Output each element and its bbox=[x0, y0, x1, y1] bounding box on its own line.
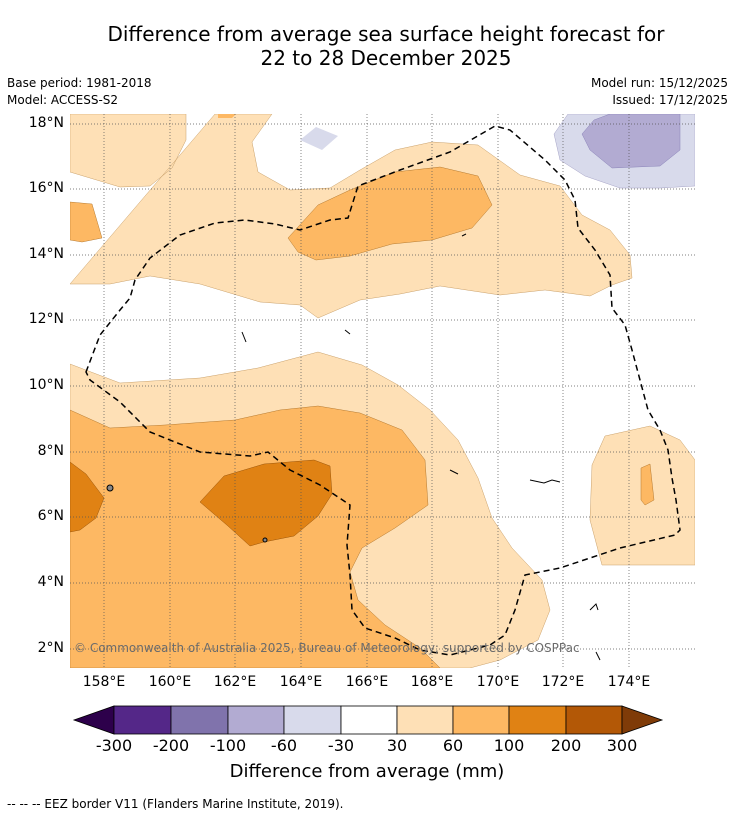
lat-tick-18n: 18°N bbox=[28, 115, 64, 131]
anomaly-100-200-west bbox=[70, 461, 105, 533]
colorbar-label-5: -30 bbox=[327, 736, 355, 755]
colorbar-extend-high bbox=[621, 705, 664, 735]
eez-border bbox=[85, 125, 681, 656]
colorbar-bin-2 bbox=[170, 705, 229, 735]
lat-tick-10n: 10°N bbox=[28, 377, 64, 393]
colorbar-label-10: 300 bbox=[606, 736, 638, 755]
meta-left: Base period: 1981-2018 Model: ACCESS-S2 bbox=[7, 75, 152, 109]
anomaly-60-100-west-north bbox=[70, 201, 103, 243]
meta-right: Model run: 15/12/2025 Issued: 17/12/2025 bbox=[591, 75, 728, 109]
lat-tick-4n: 4°N bbox=[37, 574, 64, 590]
colorbar-bin-8 bbox=[508, 705, 567, 735]
lon-tick-168e: 168°E bbox=[410, 674, 454, 690]
colorbar-label-7: 60 bbox=[442, 736, 464, 755]
gridlines bbox=[70, 114, 695, 668]
colorbar-bin-5 bbox=[340, 705, 398, 735]
anomaly-neg-60-100-northeast bbox=[581, 114, 681, 169]
colorbar-label-1: -300 bbox=[95, 736, 133, 755]
colorbar-bin-3 bbox=[227, 705, 285, 735]
lon-tick-162e: 162°E bbox=[213, 674, 257, 690]
colorbar-bin-7 bbox=[452, 705, 510, 735]
lat-tick-2n: 2°N bbox=[37, 640, 64, 656]
colorbar bbox=[72, 705, 664, 735]
issued-date: Issued: 17/12/2025 bbox=[612, 93, 728, 107]
colorbar-label-8: 100 bbox=[493, 736, 525, 755]
colorbar-title: Difference from average (mm) bbox=[229, 761, 505, 782]
colorbar-label-6: 30 bbox=[386, 736, 408, 755]
anomaly-60-100-east bbox=[640, 463, 655, 506]
colorbar-bin-9 bbox=[565, 705, 623, 735]
anomaly-60-100-top-sliver bbox=[218, 114, 236, 118]
lat-tick-16n: 16°N bbox=[28, 180, 64, 196]
base-period: Base period: 1981-2018 bbox=[7, 76, 152, 90]
map-title: Difference from average sea surface heig… bbox=[70, 22, 702, 70]
colorbar-bin-4 bbox=[283, 705, 342, 735]
lat-tick-8n: 8°N bbox=[37, 443, 64, 459]
lon-tick-172e: 172°E bbox=[541, 674, 585, 690]
colorbar-label-3: -100 bbox=[209, 736, 247, 755]
colorbar-extend-low bbox=[72, 705, 115, 735]
lon-tick-164e: 164°E bbox=[279, 674, 323, 690]
anomaly-neg-30-60-small bbox=[300, 127, 338, 150]
lat-tick-12n: 12°N bbox=[28, 311, 64, 327]
map-area bbox=[70, 114, 695, 668]
copyright-notice: © Commonwealth of Australia 2025, Bureau… bbox=[74, 641, 580, 655]
title-line-2: 22 to 28 December 2025 bbox=[260, 46, 512, 70]
model-run: Model run: 15/12/2025 bbox=[590, 76, 728, 90]
lat-tick-14n: 14°N bbox=[28, 246, 64, 262]
title-line-1: Difference from average sea surface heig… bbox=[107, 22, 665, 46]
colorbar-bin-6 bbox=[396, 705, 454, 735]
lon-tick-170e: 170°E bbox=[476, 674, 520, 690]
model-name: Model: ACCESS-S2 bbox=[7, 93, 119, 107]
colorbar-label-9: 200 bbox=[550, 736, 582, 755]
anomaly-100-200-central bbox=[199, 459, 333, 547]
eez-footnote: -- -- -- EEZ border V11 (Flanders Marine… bbox=[7, 797, 344, 811]
lon-tick-160e: 160°E bbox=[148, 674, 192, 690]
lat-tick-6n: 6°N bbox=[37, 508, 64, 524]
islands bbox=[106, 233, 601, 661]
lon-tick-166e: 166°E bbox=[345, 674, 389, 690]
lon-tick-174e: 174°E bbox=[607, 674, 651, 690]
colorbar-bin-1 bbox=[113, 705, 172, 735]
lon-tick-158e: 158°E bbox=[82, 674, 126, 690]
colorbar-label-2: -200 bbox=[152, 736, 190, 755]
colorbar-label-4: -60 bbox=[270, 736, 298, 755]
